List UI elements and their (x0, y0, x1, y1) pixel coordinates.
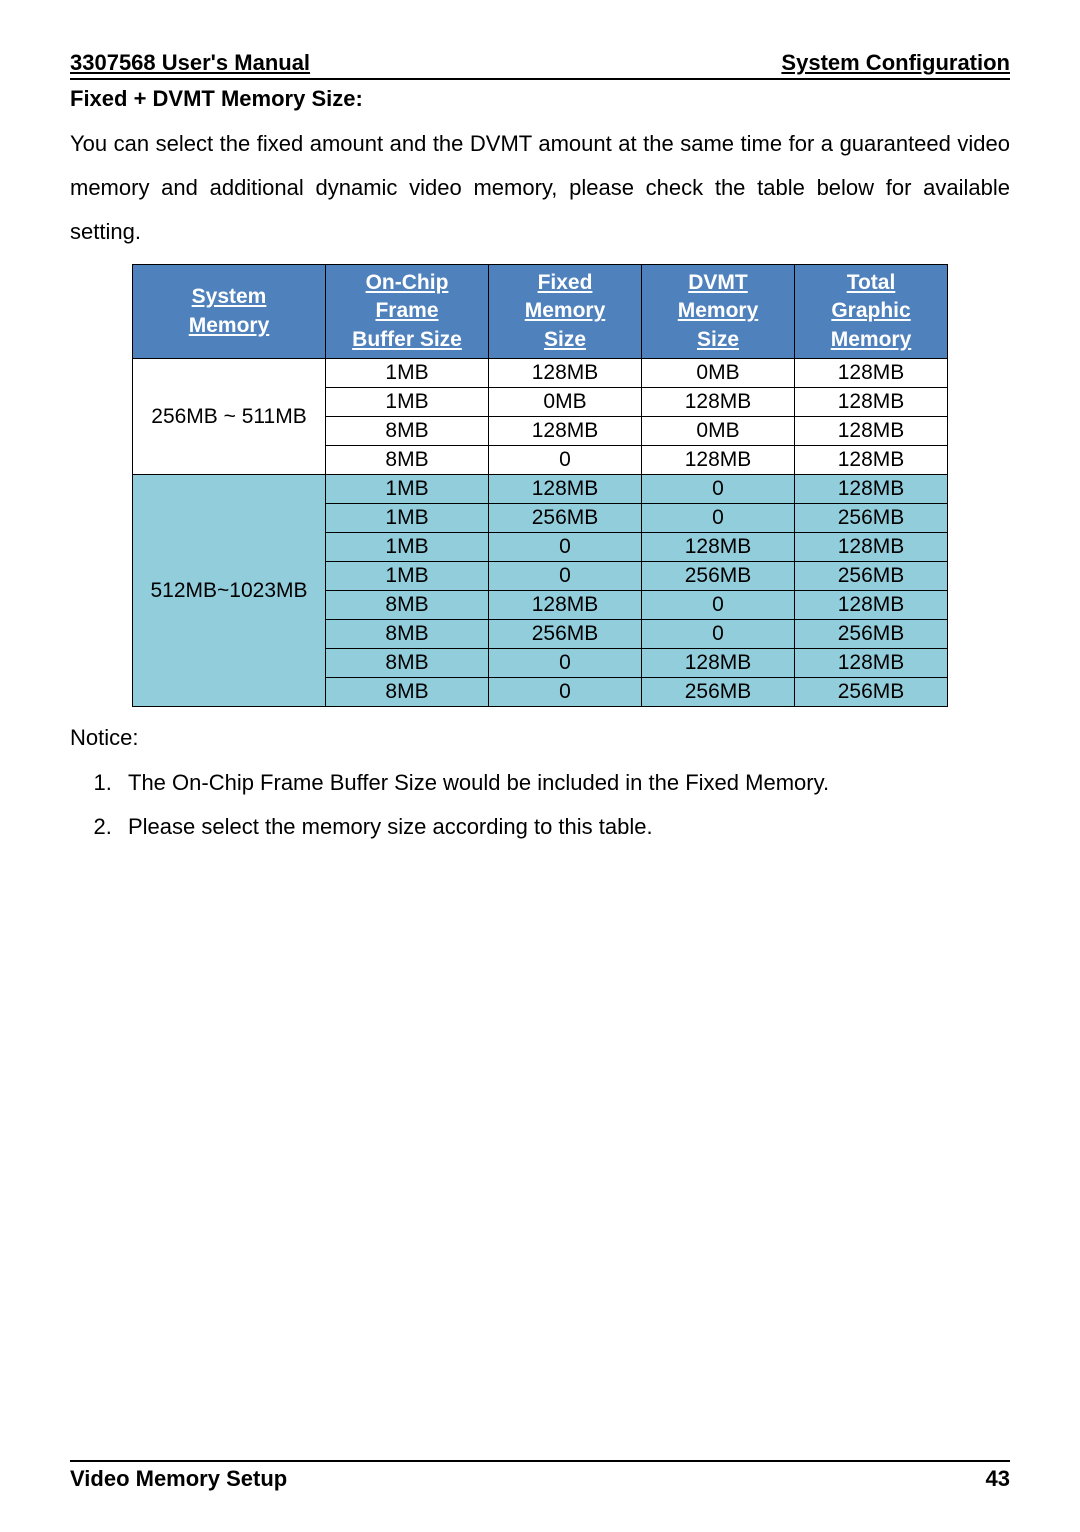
cell: 128MB (795, 475, 948, 504)
cell: 8MB (326, 620, 489, 649)
cell-system-memory: 256MB ~ 511MB (133, 359, 326, 475)
cell: 8MB (326, 649, 489, 678)
cell: 128MB (795, 591, 948, 620)
cell: 0 (489, 446, 642, 475)
cell: 1MB (326, 504, 489, 533)
notice-list: The On-Chip Frame Buffer Size would be i… (70, 763, 1010, 850)
cell: 0 (642, 591, 795, 620)
cell: 256MB (642, 678, 795, 707)
cell: 128MB (795, 649, 948, 678)
cell: 1MB (326, 388, 489, 417)
cell: 8MB (326, 591, 489, 620)
cell: 0 (642, 475, 795, 504)
memory-table: SystemMemory On-ChipFrameBuffer Size Fix… (132, 264, 948, 707)
cell: 0 (489, 678, 642, 707)
cell: 128MB (795, 533, 948, 562)
cell: 128MB (795, 388, 948, 417)
th-system-memory: SystemMemory (133, 265, 326, 359)
cell: 128MB (642, 446, 795, 475)
cell: 256MB (489, 620, 642, 649)
intro-paragraph: You can select the fixed amount and the … (70, 122, 1010, 254)
th-total-graphic: TotalGraphicMemory (795, 265, 948, 359)
cell: 128MB (642, 649, 795, 678)
th-dvmt-memory: DVMTMemorySize (642, 265, 795, 359)
cell-system-memory: 512MB~1023MB (133, 475, 326, 707)
cell: 128MB (795, 417, 948, 446)
notice-label: Notice: (70, 725, 1010, 751)
page-footer: Video Memory Setup 43 (70, 1460, 1010, 1492)
th-frame-buffer: On-ChipFrameBuffer Size (326, 265, 489, 359)
cell: 128MB (795, 446, 948, 475)
table-row: 256MB ~ 511MB 1MB 128MB 0MB 128MB (133, 359, 948, 388)
footer-left: Video Memory Setup (70, 1466, 287, 1492)
cell: 256MB (795, 562, 948, 591)
cell: 128MB (642, 388, 795, 417)
cell: 1MB (326, 533, 489, 562)
cell: 0 (489, 562, 642, 591)
cell: 128MB (489, 359, 642, 388)
cell: 1MB (326, 359, 489, 388)
table-head: SystemMemory On-ChipFrameBuffer Size Fix… (133, 265, 948, 359)
cell: 256MB (795, 620, 948, 649)
header-right: System Configuration (781, 50, 1010, 76)
section-subheading: Fixed + DVMT Memory Size: (70, 86, 1010, 112)
cell: 128MB (489, 417, 642, 446)
cell: 128MB (642, 533, 795, 562)
page-container: 3307568 User's Manual System Configurati… (0, 0, 1080, 1532)
cell: 8MB (326, 417, 489, 446)
cell: 0 (642, 620, 795, 649)
cell: 0MB (642, 417, 795, 446)
cell: 128MB (489, 475, 642, 504)
cell: 256MB (642, 562, 795, 591)
cell: 0 (489, 533, 642, 562)
list-item: Please select the memory size according … (118, 807, 1010, 847)
list-item: The On-Chip Frame Buffer Size would be i… (118, 763, 1010, 803)
cell: 128MB (795, 359, 948, 388)
th-fixed-memory: FixedMemorySize (489, 265, 642, 359)
cell: 256MB (795, 678, 948, 707)
cell: 0MB (642, 359, 795, 388)
cell: 0 (642, 504, 795, 533)
footer-right: 43 (986, 1466, 1010, 1492)
cell: 0MB (489, 388, 642, 417)
table-row: 512MB~1023MB 1MB 128MB 0 128MB (133, 475, 948, 504)
cell: 1MB (326, 562, 489, 591)
table-body: 256MB ~ 511MB 1MB 128MB 0MB 128MB 1MB 0M… (133, 359, 948, 707)
cell: 256MB (795, 504, 948, 533)
cell: 8MB (326, 678, 489, 707)
cell: 0 (489, 649, 642, 678)
cell: 128MB (489, 591, 642, 620)
table-header-row: SystemMemory On-ChipFrameBuffer Size Fix… (133, 265, 948, 359)
cell: 1MB (326, 475, 489, 504)
cell: 8MB (326, 446, 489, 475)
page-header: 3307568 User's Manual System Configurati… (70, 50, 1010, 80)
cell: 256MB (489, 504, 642, 533)
header-left: 3307568 User's Manual (70, 50, 310, 76)
table-wrapper: SystemMemory On-ChipFrameBuffer Size Fix… (70, 264, 1010, 707)
